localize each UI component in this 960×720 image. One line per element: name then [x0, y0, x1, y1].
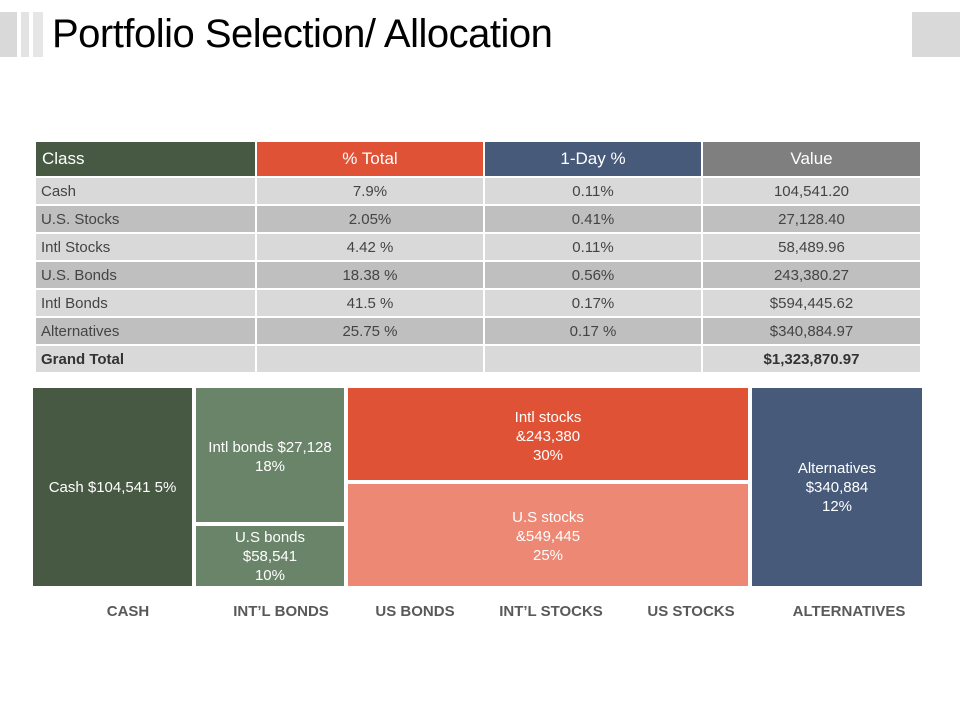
grand-total-row: Grand Total $1,323,870.97 — [36, 346, 920, 372]
treemap-tile-us-bonds: U.S bonds $58,541 10% — [196, 526, 344, 586]
cell-one-day: 0.56% — [485, 262, 701, 288]
table-row: Cash 7.9% 0.11% 104,541.20 — [36, 178, 920, 204]
cell-percent-total: 4.42 % — [257, 234, 483, 260]
treemap-tile-intl-bonds: Intl bonds $27,128 18% — [196, 388, 344, 522]
table-header-row: Class % Total 1-Day % Value — [36, 142, 920, 176]
header-decor-left — [0, 12, 17, 57]
cell-value: $1,323,870.97 — [703, 346, 920, 372]
header-decor-stripe — [33, 12, 43, 57]
cell-value: 58,489.96 — [703, 234, 920, 260]
table-row: U.S. Bonds 18.38 % 0.56% 243,380.27 — [36, 262, 920, 288]
category-label-us-stocks: US STOCKS — [647, 603, 735, 620]
cell-percent-total: 7.9% — [257, 178, 483, 204]
treemap-tile-alternatives: Alternatives $340,884 12% — [752, 388, 922, 586]
cell-class: U.S. Stocks — [36, 206, 255, 232]
header-decor-stripe — [21, 12, 29, 57]
cell-percent-total: 41.5 % — [257, 290, 483, 316]
cell-value: 243,380.27 — [703, 262, 920, 288]
slide-title: Portfolio Selection/ Allocation — [52, 12, 553, 56]
cell-value: $594,445.62 — [703, 290, 920, 316]
category-label-intl-bonds: INT’L BONDS — [233, 603, 329, 620]
allocation-table: Class % Total 1-Day % Value Cash 7.9% 0.… — [34, 140, 922, 374]
column-header-one-day: 1-Day % — [485, 142, 701, 176]
table-row: U.S. Stocks 2.05% 0.41% 27,128.40 — [36, 206, 920, 232]
cell-one-day: 0.17% — [485, 290, 701, 316]
table-row: Intl Bonds 41.5 % 0.17% $594,445.62 — [36, 290, 920, 316]
column-header-percent-total: % Total — [257, 142, 483, 176]
cell-class: Intl Stocks — [36, 234, 255, 260]
cell-percent-total — [257, 346, 483, 372]
cell-class: Cash — [36, 178, 255, 204]
cell-one-day: 0.41% — [485, 206, 701, 232]
treemap-tile-intl-stocks: Intl stocks &243,380 30% — [348, 388, 748, 480]
cell-value: $340,884.97 — [703, 318, 920, 344]
cell-value: 104,541.20 — [703, 178, 920, 204]
column-header-class: Class — [36, 142, 255, 176]
cell-value: 27,128.40 — [703, 206, 920, 232]
treemap-tile-cash: Cash $104,541 5% — [33, 388, 192, 586]
cell-percent-total: 18.38 % — [257, 262, 483, 288]
cell-percent-total: 2.05% — [257, 206, 483, 232]
cell-class: Intl Bonds — [36, 290, 255, 316]
header-decor-right — [912, 12, 960, 57]
category-label-intl-stocks: INT’L STOCKS — [499, 603, 603, 620]
category-label-alternatives: ALTERNATIVES — [792, 603, 906, 620]
cell-one-day: 0.11% — [485, 234, 701, 260]
cell-percent-total: 25.75 % — [257, 318, 483, 344]
category-label-us-bonds: US BONDS — [375, 603, 455, 620]
table-row: Alternatives 25.75 % 0.17 % $340,884.97 — [36, 318, 920, 344]
cell-class: U.S. Bonds — [36, 262, 255, 288]
category-label-cash: CASH — [106, 603, 150, 620]
cell-one-day — [485, 346, 701, 372]
cell-class: Grand Total — [36, 346, 255, 372]
cell-one-day: 0.11% — [485, 178, 701, 204]
cell-one-day: 0.17 % — [485, 318, 701, 344]
column-header-value: Value — [703, 142, 920, 176]
treemap-tile-us-stocks: U.S stocks &549,445 25% — [348, 484, 748, 586]
table-row: Intl Stocks 4.42 % 0.11% 58,489.96 — [36, 234, 920, 260]
cell-class: Alternatives — [36, 318, 255, 344]
